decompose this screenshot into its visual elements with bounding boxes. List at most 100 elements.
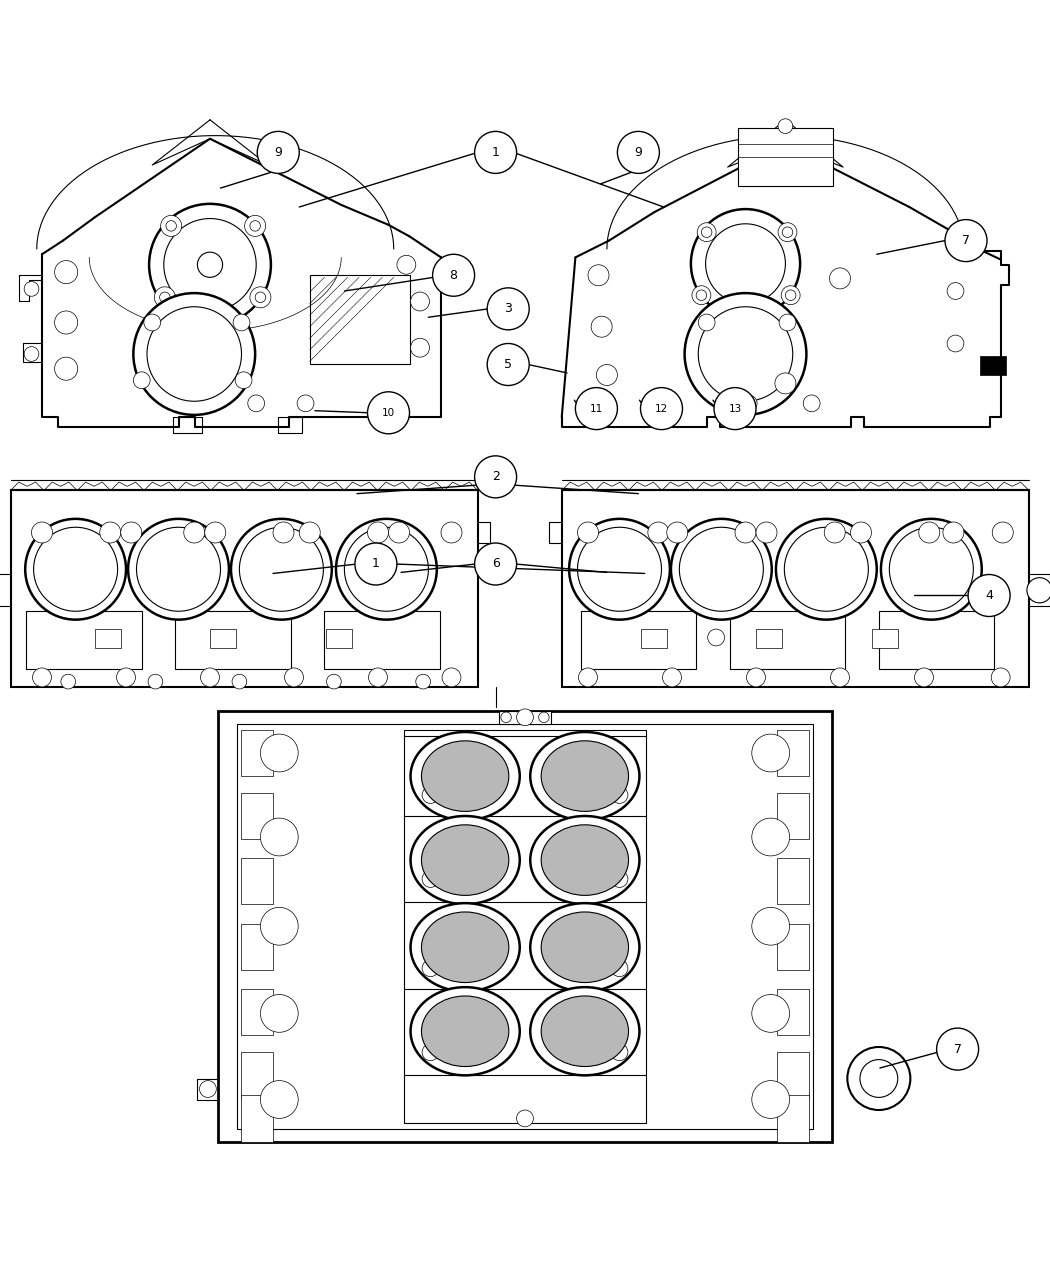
Circle shape xyxy=(778,223,797,242)
Circle shape xyxy=(164,218,256,311)
Ellipse shape xyxy=(541,741,629,811)
Circle shape xyxy=(756,521,777,543)
Circle shape xyxy=(945,219,987,261)
Circle shape xyxy=(569,519,670,620)
Circle shape xyxy=(752,734,790,771)
Bar xyxy=(872,629,898,648)
Bar xyxy=(242,1095,273,1141)
Circle shape xyxy=(55,311,78,334)
Text: 2: 2 xyxy=(491,470,500,483)
Circle shape xyxy=(824,521,845,543)
Text: 9: 9 xyxy=(634,145,643,159)
Circle shape xyxy=(735,521,756,543)
Circle shape xyxy=(667,521,688,543)
Circle shape xyxy=(475,131,517,173)
Circle shape xyxy=(273,521,294,543)
Bar xyxy=(26,611,142,669)
Ellipse shape xyxy=(541,996,629,1066)
Bar xyxy=(237,724,813,1128)
Circle shape xyxy=(611,1044,628,1061)
Circle shape xyxy=(881,519,982,620)
Circle shape xyxy=(701,227,712,237)
Circle shape xyxy=(991,668,1010,687)
Text: 11: 11 xyxy=(590,404,603,413)
Text: 10: 10 xyxy=(382,408,395,418)
Circle shape xyxy=(487,343,529,385)
Circle shape xyxy=(25,519,126,620)
Circle shape xyxy=(250,221,260,231)
Bar xyxy=(730,611,845,669)
Circle shape xyxy=(847,1047,910,1111)
Text: 7: 7 xyxy=(962,235,970,247)
Circle shape xyxy=(166,221,176,231)
Bar xyxy=(324,611,440,669)
Circle shape xyxy=(128,519,229,620)
Circle shape xyxy=(368,521,388,543)
Circle shape xyxy=(388,521,410,543)
Circle shape xyxy=(747,668,765,687)
Circle shape xyxy=(698,314,715,332)
Circle shape xyxy=(148,674,163,688)
Circle shape xyxy=(475,543,517,585)
Circle shape xyxy=(889,528,973,611)
Circle shape xyxy=(578,521,598,543)
Circle shape xyxy=(784,528,868,611)
Bar xyxy=(777,989,808,1035)
Circle shape xyxy=(232,674,247,688)
Circle shape xyxy=(441,521,462,543)
Circle shape xyxy=(297,395,314,412)
Circle shape xyxy=(201,668,219,687)
Circle shape xyxy=(588,265,609,286)
Circle shape xyxy=(231,519,332,620)
Circle shape xyxy=(648,521,669,543)
Circle shape xyxy=(708,629,724,646)
Circle shape xyxy=(355,543,397,585)
Circle shape xyxy=(149,204,271,325)
Circle shape xyxy=(235,372,252,389)
Circle shape xyxy=(517,1111,533,1127)
Circle shape xyxy=(411,292,429,311)
Ellipse shape xyxy=(421,825,509,895)
Circle shape xyxy=(740,395,757,412)
Circle shape xyxy=(968,575,1010,617)
Circle shape xyxy=(24,282,39,296)
Circle shape xyxy=(776,519,877,620)
Bar xyxy=(310,275,410,365)
Circle shape xyxy=(617,131,659,173)
Circle shape xyxy=(34,528,118,611)
Circle shape xyxy=(257,131,299,173)
Circle shape xyxy=(611,960,628,977)
Ellipse shape xyxy=(530,987,639,1075)
Bar xyxy=(980,356,1006,375)
Circle shape xyxy=(260,734,298,771)
Bar xyxy=(404,729,646,1122)
Circle shape xyxy=(260,994,298,1033)
Bar xyxy=(242,924,273,970)
Circle shape xyxy=(100,521,121,543)
Bar xyxy=(237,729,404,1122)
Circle shape xyxy=(336,519,437,620)
Circle shape xyxy=(501,711,511,723)
Bar xyxy=(242,989,273,1035)
Circle shape xyxy=(422,787,439,803)
Circle shape xyxy=(663,668,681,687)
Circle shape xyxy=(24,347,39,361)
Circle shape xyxy=(992,521,1013,543)
Circle shape xyxy=(147,307,242,402)
Ellipse shape xyxy=(530,903,639,992)
Circle shape xyxy=(422,871,439,887)
Circle shape xyxy=(782,227,793,237)
Circle shape xyxy=(239,528,323,611)
Bar xyxy=(242,1052,273,1099)
Bar xyxy=(242,729,273,776)
Bar xyxy=(777,1095,808,1141)
Circle shape xyxy=(578,528,662,611)
Ellipse shape xyxy=(530,816,639,904)
Circle shape xyxy=(850,521,871,543)
Circle shape xyxy=(860,1060,898,1098)
Circle shape xyxy=(591,316,612,337)
Circle shape xyxy=(250,287,271,307)
Circle shape xyxy=(947,335,964,352)
Ellipse shape xyxy=(411,732,520,820)
Circle shape xyxy=(539,711,549,723)
